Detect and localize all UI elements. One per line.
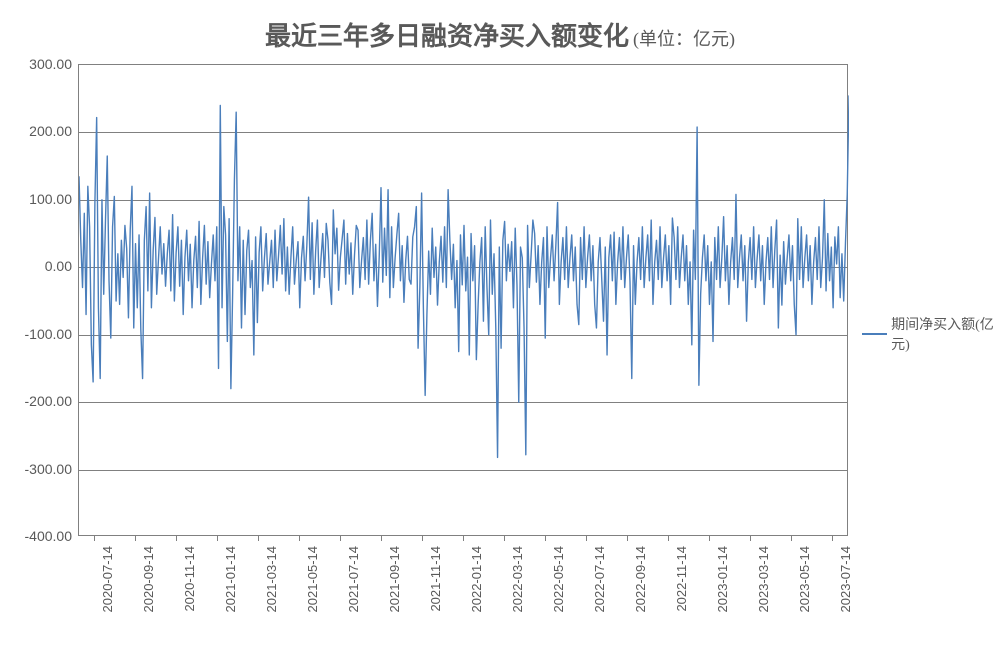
x-tick-mark <box>135 536 136 541</box>
x-tick-mark <box>258 536 259 541</box>
x-tick-label: 2022-11-14 <box>674 546 689 626</box>
x-tick-mark <box>668 536 669 541</box>
chart-title: 最近三年多日融资净买入额变化 (单位：亿元) <box>0 16 1000 53</box>
x-tick-label: 2022-05-14 <box>551 546 566 626</box>
y-tick-label: 100.00 <box>2 191 72 207</box>
y-tick-label: 0.00 <box>2 258 72 274</box>
x-tick-label: 2020-07-14 <box>100 546 115 626</box>
y-tick-label: -100.00 <box>2 326 72 342</box>
x-tick-label: 2021-05-14 <box>305 546 320 626</box>
y-tick-label: 300.00 <box>2 56 72 72</box>
x-tick-mark <box>709 536 710 541</box>
title-main: 最近三年多日融资净买入额变化 <box>265 22 629 51</box>
chart-container: 最近三年多日融资净买入额变化 (单位：亿元) -400.00 -300.00 -20… <box>0 0 1000 663</box>
x-tick-mark <box>381 536 382 541</box>
x-tick-mark <box>422 536 423 541</box>
x-tick-mark <box>176 536 177 541</box>
y-tick-label: -200.00 <box>2 393 72 409</box>
x-tick-label: 2023-01-14 <box>715 546 730 626</box>
x-tick-mark <box>94 536 95 541</box>
x-tick-mark <box>832 536 833 541</box>
title-sub: (单位：亿元) <box>633 29 735 49</box>
x-tick-mark <box>463 536 464 541</box>
legend: 期间净买入额(亿元) <box>862 314 1000 354</box>
x-tick-label: 2022-07-14 <box>592 546 607 626</box>
x-tick-label: 2020-09-14 <box>141 546 156 626</box>
y-tick-label: -300.00 <box>2 461 72 477</box>
x-tick-label: 2023-07-14 <box>838 546 853 626</box>
legend-label: 期间净买入额(亿元) <box>891 314 1000 354</box>
x-tick-label: 2022-03-14 <box>510 546 525 626</box>
x-tick-mark <box>586 536 587 541</box>
x-tick-mark <box>299 536 300 541</box>
x-tick-label: 2022-01-14 <box>469 546 484 626</box>
series-path <box>79 95 849 457</box>
x-tick-mark <box>750 536 751 541</box>
x-tick-label: 2021-07-14 <box>346 546 361 626</box>
x-tick-mark <box>504 536 505 541</box>
legend-swatch <box>862 333 887 335</box>
x-tick-label: 2023-05-14 <box>797 546 812 626</box>
x-tick-label: 2021-09-14 <box>387 546 402 626</box>
x-tick-mark <box>545 536 546 541</box>
y-tick-label: -400.00 <box>2 528 72 544</box>
y-tick-label: 200.00 <box>2 123 72 139</box>
x-tick-label: 2021-01-14 <box>223 546 238 626</box>
x-tick-label: 2020-11-14 <box>182 546 197 626</box>
x-tick-label: 2022-09-14 <box>633 546 648 626</box>
x-tick-label: 2021-11-14 <box>428 546 443 626</box>
plot-area <box>78 64 848 536</box>
data-series-line <box>79 65 849 537</box>
x-tick-label: 2023-03-14 <box>756 546 771 626</box>
x-tick-mark <box>217 536 218 541</box>
x-tick-mark <box>340 536 341 541</box>
x-tick-label: 2021-03-14 <box>264 546 279 626</box>
x-tick-mark <box>791 536 792 541</box>
x-tick-mark <box>627 536 628 541</box>
